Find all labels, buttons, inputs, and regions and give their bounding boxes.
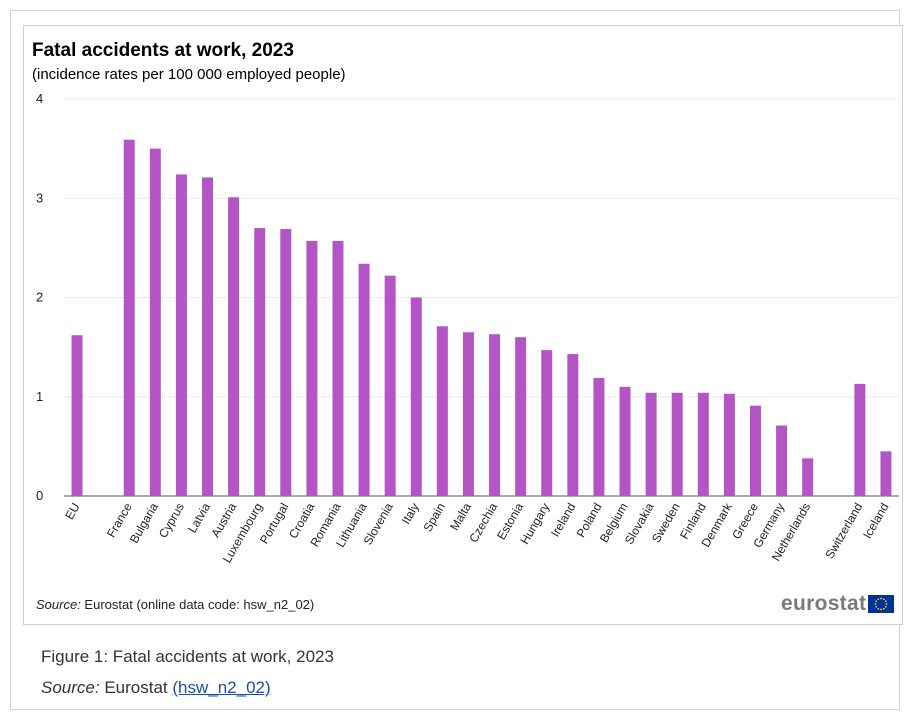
y-tick-label: 3 (36, 190, 43, 205)
y-tick-label: 0 (36, 488, 43, 503)
chart-subtitle: (incidence rates per 100 000 employed pe… (32, 66, 346, 83)
chart-container: 0 1 2 3 4 EU France Bulgaria Cyprus Latvia Austria… (23, 25, 903, 625)
source-text: Eurostat (online data code: hsw_n2_02) (80, 597, 315, 612)
bar-malta (462, 332, 474, 496)
figure-caption: Figure 1: Fatal accidents at work, 2023 (41, 647, 334, 666)
bar-croatia (306, 240, 318, 496)
bar-slovenia (384, 275, 396, 496)
figure-frame: 0 1 2 3 4 EU France Bulgaria Cyprus Latvia Austria… (10, 10, 903, 710)
bar-france (123, 139, 135, 496)
chart-title: Fatal accidents at work, 2023 (32, 40, 294, 61)
figure-source-label: Source: (41, 678, 100, 697)
bar-greece (749, 405, 761, 496)
x-tick-label: Spain (420, 501, 447, 535)
bar-portugal (280, 229, 292, 496)
y-tick-label: 2 (36, 290, 43, 305)
y-tick-label: 4 (36, 91, 43, 106)
bar-bulgaria (149, 148, 161, 496)
x-tick-label: Switzerland (822, 501, 865, 562)
bar-denmark (723, 393, 735, 496)
flag-star (877, 598, 880, 601)
bar-spain (436, 326, 448, 496)
bar-slovakia (645, 392, 657, 496)
flag-star (885, 605, 887, 608)
bar-belgium (619, 386, 631, 496)
x-tick-label: Italy (399, 501, 422, 527)
flag-star (883, 607, 885, 610)
bar-austria (228, 197, 240, 496)
bar-germany (776, 425, 788, 496)
eurostat-logo: eurostat (781, 592, 895, 616)
flag-star (880, 597, 883, 600)
x-tick-label: Iceland (860, 501, 891, 542)
bar-czechia (489, 334, 501, 496)
y-tick-label: 1 (36, 389, 43, 404)
flag-star (885, 603, 888, 605)
flag-star (885, 600, 887, 603)
bar-eu (71, 335, 83, 496)
bar-sweden (671, 392, 683, 496)
flag-star (874, 603, 877, 605)
x-tick-label: Cyprus (156, 501, 187, 541)
figure-source-text: Eurostat (99, 678, 173, 697)
bar-hungary (541, 350, 553, 496)
figure-source: Source: Eurostat (hsw_n2_02) (41, 678, 271, 698)
eurostat-logo-text: eurostat (781, 592, 867, 615)
data-code-link[interactable]: (hsw_n2_02) (172, 678, 271, 697)
bar-netherlands (802, 458, 814, 496)
flag-star (875, 600, 878, 603)
eu-flag-icon (868, 595, 895, 613)
flag-star (875, 605, 878, 608)
bar-iceland (880, 451, 892, 496)
bar-poland (593, 377, 605, 496)
bar-cyprus (175, 174, 187, 496)
flag-star (880, 608, 883, 611)
bar-luxembourg (254, 228, 266, 496)
flag-star (883, 598, 885, 601)
bar-switzerland (854, 383, 866, 496)
x-tick-label: EU (62, 501, 82, 522)
chart-source-note: Source: Eurostat (online data code: hsw_… (36, 597, 314, 612)
bar-romania (332, 240, 344, 496)
source-label: Source: (36, 597, 81, 612)
bar-estonia (515, 337, 527, 496)
x-tick-label: Malta (447, 500, 474, 533)
bar-lithuania (358, 263, 370, 496)
flag-star (877, 607, 880, 610)
bar-finland (697, 392, 709, 496)
bar-latvia (202, 177, 214, 496)
bar-ireland (567, 354, 579, 496)
bar-italy (410, 297, 422, 496)
